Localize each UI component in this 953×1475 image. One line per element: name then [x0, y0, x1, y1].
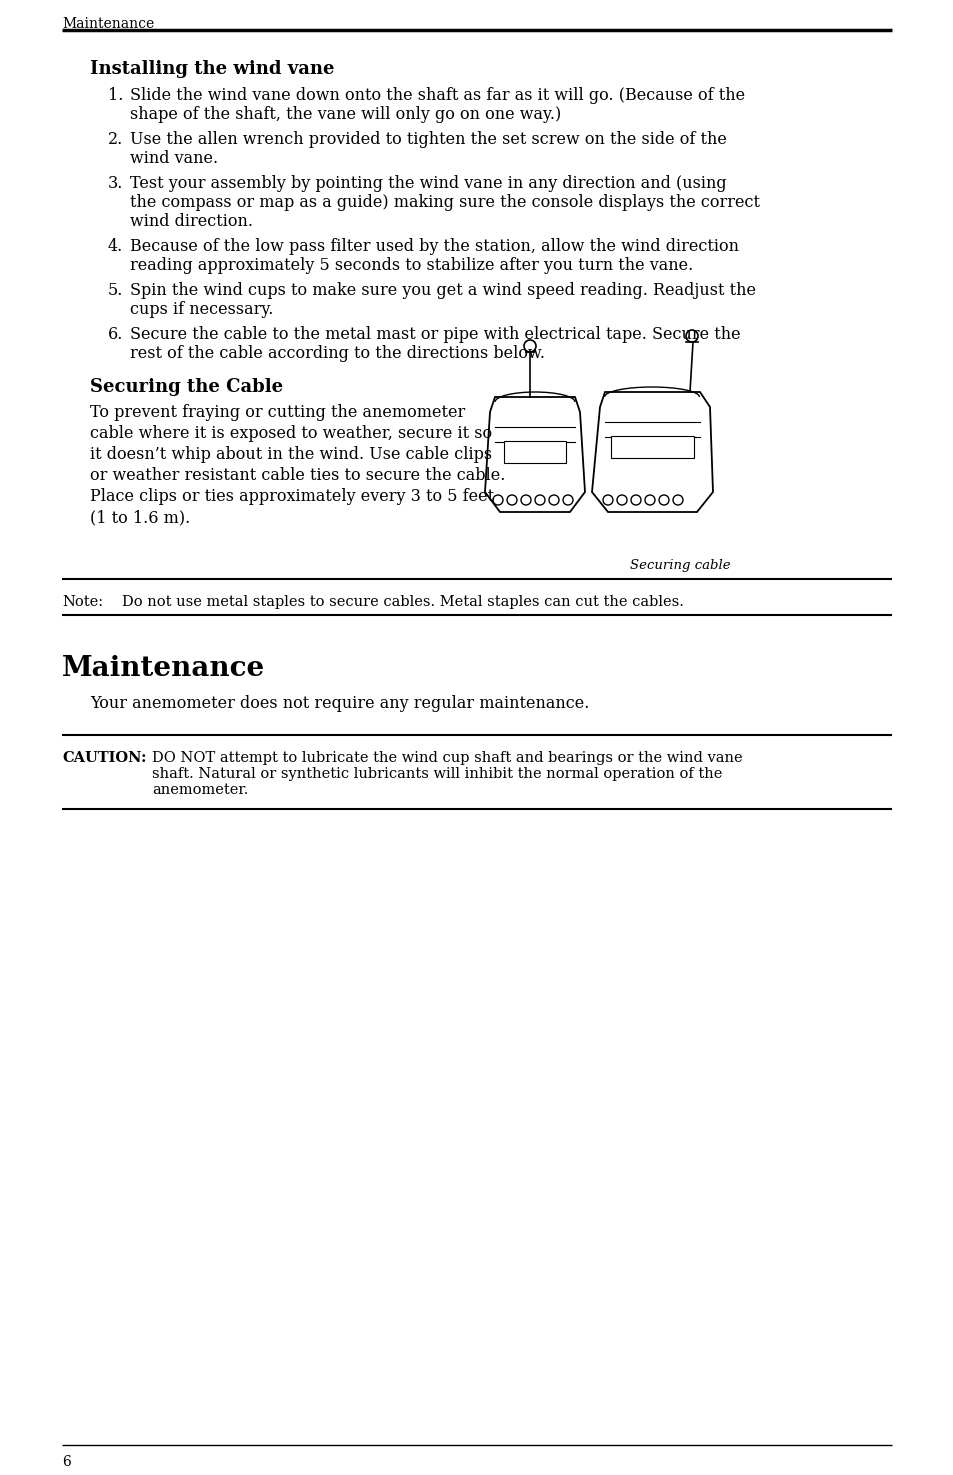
Text: (1 to 1.6 m).: (1 to 1.6 m).: [90, 509, 190, 527]
Text: 6: 6: [62, 1454, 71, 1469]
Text: shaft. Natural or synthetic lubricants will inhibit the normal operation of the: shaft. Natural or synthetic lubricants w…: [152, 767, 721, 780]
Text: Slide the wind vane down onto the shaft as far as it will go. (Because of the: Slide the wind vane down onto the shaft …: [130, 87, 744, 105]
Text: DO NOT attempt to lubricate the wind cup shaft and bearings or the wind vane: DO NOT attempt to lubricate the wind cup…: [152, 751, 741, 766]
Text: Securing the Cable: Securing the Cable: [90, 378, 283, 395]
Text: Your anemometer does not require any regular maintenance.: Your anemometer does not require any reg…: [90, 695, 589, 712]
Text: or weather resistant cable ties to secure the cable.: or weather resistant cable ties to secur…: [90, 468, 505, 484]
Text: 1.: 1.: [108, 87, 123, 105]
Text: anemometer.: anemometer.: [152, 783, 248, 796]
Text: 5.: 5.: [108, 282, 123, 299]
Text: Place clips or ties approximately every 3 to 5 feet: Place clips or ties approximately every …: [90, 488, 494, 504]
Text: cable where it is exposed to weather, secure it so: cable where it is exposed to weather, se…: [90, 425, 492, 442]
Text: cups if necessary.: cups if necessary.: [130, 301, 274, 319]
Text: To prevent fraying or cutting the anemometer: To prevent fraying or cutting the anemom…: [90, 404, 465, 420]
Text: Do not use metal staples to secure cables. Metal staples can cut the cables.: Do not use metal staples to secure cable…: [122, 594, 683, 609]
Text: it doesn’t whip about in the wind. Use cable clips: it doesn’t whip about in the wind. Use c…: [90, 445, 492, 463]
Text: CAUTION:: CAUTION:: [62, 751, 147, 766]
Text: Secure the cable to the metal mast or pipe with electrical tape. Secure the: Secure the cable to the metal mast or pi…: [130, 326, 740, 344]
Text: wind direction.: wind direction.: [130, 212, 253, 230]
Text: 4.: 4.: [108, 237, 123, 255]
Text: Installing the wind vane: Installing the wind vane: [90, 60, 335, 78]
Text: Maintenance: Maintenance: [62, 18, 154, 31]
Text: Securing cable: Securing cable: [629, 559, 730, 572]
Text: reading approximately 5 seconds to stabilize after you turn the vane.: reading approximately 5 seconds to stabi…: [130, 257, 693, 274]
Text: 2.: 2.: [108, 131, 123, 148]
Text: Test your assembly by pointing the wind vane in any direction and (using: Test your assembly by pointing the wind …: [130, 176, 726, 192]
Text: shape of the shaft, the vane will only go on one way.): shape of the shaft, the vane will only g…: [130, 106, 560, 122]
FancyBboxPatch shape: [503, 441, 565, 463]
Text: Use the allen wrench provided to tighten the set screw on the side of the: Use the allen wrench provided to tighten…: [130, 131, 726, 148]
Text: Because of the low pass filter used by the station, allow the wind direction: Because of the low pass filter used by t…: [130, 237, 739, 255]
Text: rest of the cable according to the directions below.: rest of the cable according to the direc…: [130, 345, 544, 361]
Text: wind vane.: wind vane.: [130, 150, 218, 167]
Text: Spin the wind cups to make sure you get a wind speed reading. Readjust the: Spin the wind cups to make sure you get …: [130, 282, 755, 299]
Text: Maintenance: Maintenance: [62, 655, 265, 681]
Text: Note:: Note:: [62, 594, 103, 609]
Text: 6.: 6.: [108, 326, 123, 344]
FancyBboxPatch shape: [610, 437, 693, 459]
Text: the compass or map as a guide) making sure the console displays the correct: the compass or map as a guide) making su…: [130, 195, 760, 211]
Text: 3.: 3.: [108, 176, 123, 192]
